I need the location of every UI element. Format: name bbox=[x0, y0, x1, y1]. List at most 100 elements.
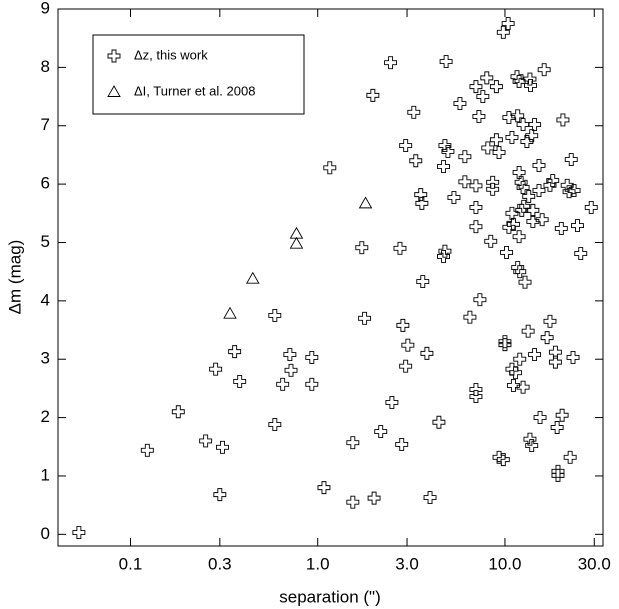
y-tick-label: 6 bbox=[41, 174, 50, 193]
data-point bbox=[213, 488, 227, 502]
x-axis-label: separation (") bbox=[279, 587, 380, 606]
data-point bbox=[246, 271, 260, 284]
data-point bbox=[228, 345, 242, 359]
data-point bbox=[441, 144, 455, 158]
data-point bbox=[512, 74, 526, 88]
data-point bbox=[506, 379, 520, 392]
data-point bbox=[358, 311, 372, 325]
data-point bbox=[526, 215, 540, 228]
data-point bbox=[564, 153, 578, 167]
data-point bbox=[414, 188, 428, 202]
data-point bbox=[502, 111, 516, 125]
data-point bbox=[469, 201, 483, 214]
data-point bbox=[284, 363, 298, 377]
data-point bbox=[289, 226, 304, 239]
data-point bbox=[523, 432, 537, 446]
data-point bbox=[366, 88, 380, 102]
data-point bbox=[543, 178, 557, 192]
data-point bbox=[476, 90, 490, 104]
data-point bbox=[496, 25, 510, 39]
data-point bbox=[469, 390, 483, 404]
data-point bbox=[510, 70, 524, 84]
y-tick-label: 3 bbox=[41, 349, 50, 368]
data-point bbox=[505, 362, 519, 376]
data-point bbox=[516, 181, 530, 195]
data-point bbox=[399, 359, 413, 373]
data-point bbox=[481, 141, 495, 155]
data-point bbox=[535, 213, 549, 227]
y-tick-label: 4 bbox=[41, 290, 50, 309]
data-point bbox=[513, 265, 527, 279]
data-point bbox=[522, 189, 536, 203]
data-point bbox=[305, 377, 319, 391]
data-point bbox=[374, 425, 388, 439]
data-point bbox=[323, 161, 337, 175]
legend-label: Δz, this work bbox=[134, 47, 208, 62]
data-point bbox=[551, 468, 565, 482]
data-point bbox=[171, 405, 185, 419]
y-tick-label: 5 bbox=[41, 232, 50, 251]
data-point bbox=[432, 415, 446, 429]
data-point bbox=[556, 113, 570, 127]
data-point bbox=[574, 247, 588, 261]
data-point bbox=[571, 219, 584, 233]
data-point bbox=[567, 184, 581, 197]
data-point bbox=[554, 222, 568, 235]
x-tick-label: 0.1 bbox=[119, 554, 143, 573]
plot-frame bbox=[57, 8, 604, 547]
data-point bbox=[548, 355, 562, 369]
legend-box bbox=[92, 34, 305, 115]
data-point bbox=[276, 377, 290, 391]
data-point bbox=[209, 362, 223, 376]
legend-marker bbox=[107, 85, 121, 97]
data-point bbox=[384, 56, 398, 70]
data-point bbox=[355, 241, 369, 255]
data-point bbox=[415, 196, 429, 210]
data-point bbox=[532, 184, 546, 197]
data-point bbox=[515, 203, 529, 217]
data-point bbox=[525, 129, 539, 143]
data-point bbox=[438, 244, 452, 258]
x-tick-label: 10.0 bbox=[488, 554, 521, 573]
data-point bbox=[562, 185, 576, 199]
data-point bbox=[501, 17, 515, 31]
data-point bbox=[516, 380, 530, 394]
data-point bbox=[346, 495, 360, 509]
data-point bbox=[268, 418, 282, 432]
data-point bbox=[399, 139, 413, 153]
x-tick-label: 30.0 bbox=[578, 554, 611, 573]
data-point bbox=[473, 293, 487, 307]
data-point bbox=[505, 130, 519, 144]
data-point bbox=[516, 118, 530, 132]
data-point bbox=[551, 464, 565, 478]
data-point bbox=[550, 421, 564, 434]
data-point bbox=[140, 443, 154, 457]
x-tick-label: 0.3 bbox=[208, 554, 232, 573]
data-point bbox=[533, 411, 547, 425]
data-point bbox=[393, 241, 407, 255]
legend-label: ΔI, Turner et al. 2008 bbox=[134, 83, 255, 98]
data-point bbox=[489, 133, 503, 147]
data-point bbox=[563, 450, 577, 464]
data-point bbox=[520, 135, 534, 148]
data-point bbox=[498, 338, 512, 352]
data-point bbox=[526, 203, 540, 217]
data-point bbox=[492, 146, 506, 160]
data-point bbox=[437, 160, 451, 174]
data-point bbox=[458, 150, 472, 164]
data-point bbox=[540, 331, 554, 345]
data-point bbox=[518, 275, 532, 289]
data-point bbox=[500, 245, 514, 259]
data-point bbox=[458, 175, 472, 189]
data-point bbox=[584, 201, 598, 214]
data-point bbox=[525, 439, 539, 453]
data-point bbox=[396, 318, 410, 332]
data-point bbox=[528, 348, 542, 361]
data-point bbox=[233, 374, 247, 388]
data-point bbox=[506, 217, 520, 231]
data-point bbox=[514, 175, 528, 189]
data-point bbox=[346, 436, 360, 450]
y-tick-label: 0 bbox=[41, 524, 50, 543]
data-point bbox=[502, 220, 516, 234]
data-point bbox=[512, 165, 526, 179]
